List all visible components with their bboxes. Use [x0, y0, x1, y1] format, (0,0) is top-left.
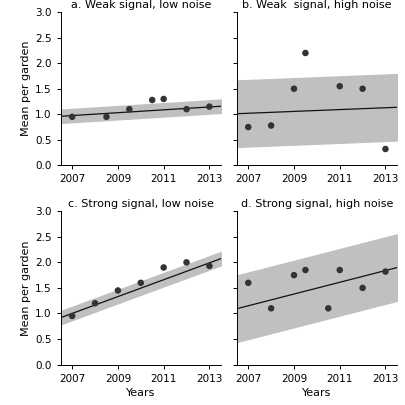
Point — [206, 103, 213, 110]
Point — [126, 106, 132, 113]
Point — [291, 272, 297, 278]
Y-axis label: Mean per garden: Mean per garden — [21, 240, 31, 336]
Point — [160, 96, 167, 102]
Point — [103, 113, 110, 120]
Point — [302, 267, 309, 273]
Point — [268, 305, 274, 311]
X-axis label: Years: Years — [302, 388, 332, 398]
Point — [382, 146, 389, 152]
Point — [206, 263, 213, 269]
Point — [115, 287, 121, 294]
Point — [337, 83, 343, 90]
Point — [325, 305, 332, 311]
Point — [359, 285, 366, 291]
Point — [337, 267, 343, 273]
Point — [291, 85, 297, 92]
Point — [138, 279, 144, 286]
Point — [359, 85, 366, 92]
Point — [245, 279, 252, 286]
Point — [268, 122, 274, 129]
Title: b. Weak  signal, high noise: b. Weak signal, high noise — [242, 0, 392, 10]
Point — [245, 124, 252, 130]
Point — [92, 300, 98, 307]
Title: c. Strong signal, low noise: c. Strong signal, low noise — [68, 199, 214, 209]
Point — [382, 269, 389, 275]
Title: a. Weak signal, low noise: a. Weak signal, low noise — [70, 0, 211, 10]
Point — [302, 50, 309, 56]
Y-axis label: Mean per garden: Mean per garden — [21, 41, 31, 136]
X-axis label: Years: Years — [126, 388, 156, 398]
Point — [160, 264, 167, 271]
Point — [69, 113, 75, 120]
Point — [183, 106, 190, 113]
Point — [149, 97, 156, 103]
Title: d. Strong signal, high noise: d. Strong signal, high noise — [241, 199, 393, 209]
Point — [183, 259, 190, 266]
Point — [69, 313, 75, 319]
